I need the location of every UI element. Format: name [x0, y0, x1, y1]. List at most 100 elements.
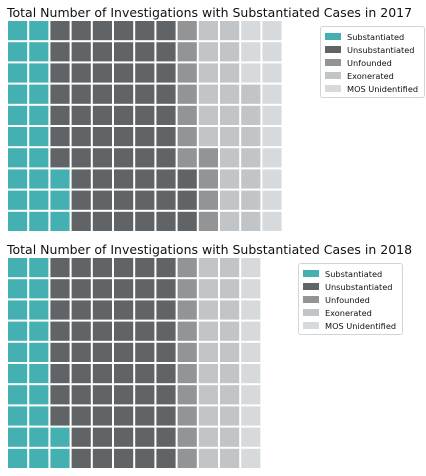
waffle-cell-unsubstantiated: [135, 448, 155, 468]
waffle-cell-mos-unidentified: [262, 190, 282, 210]
legend-swatch: [303, 296, 319, 303]
legend-swatch: [303, 309, 319, 316]
waffle-cell-substantiated: [8, 42, 28, 62]
waffle-cell-exonerated: [220, 406, 240, 426]
waffle-cell-unfounded: [177, 21, 197, 41]
waffle-cell-exonerated: [198, 364, 218, 384]
waffle-cell-unsubstantiated: [92, 211, 112, 231]
waffle-cell-unsubstantiated: [135, 105, 155, 125]
waffle-cell-unsubstantiated: [71, 148, 91, 168]
legend-swatch: [303, 270, 319, 277]
legend-label: Substantiated: [325, 268, 383, 279]
waffle-cell-unsubstantiated: [135, 406, 155, 426]
waffle-cell-unsubstantiated: [114, 427, 134, 447]
waffle-cell-substantiated: [29, 448, 49, 468]
waffle-cell-substantiated: [29, 127, 49, 147]
legend-label: Unfounded: [347, 57, 392, 68]
waffle-cell-unsubstantiated: [156, 427, 176, 447]
legend-item: MOS Unidentified: [325, 82, 418, 95]
waffle-cell-unfounded: [198, 169, 218, 189]
waffle-cell-unsubstantiated: [50, 364, 70, 384]
waffle-cell-unsubstantiated: [71, 385, 91, 405]
waffle-cell-exonerated: [241, 211, 261, 231]
waffle-cell-unsubstantiated: [177, 190, 197, 210]
waffle-cell-mos-unidentified: [241, 321, 261, 341]
waffle-cell-unfounded: [177, 105, 197, 125]
legend-item: Unsubstantiated: [303, 280, 396, 293]
waffle-cell-unsubstantiated: [92, 258, 112, 278]
legend-item: Substantiated: [303, 267, 396, 280]
waffle-cell-unsubstantiated: [156, 105, 176, 125]
waffle-cell-unsubstantiated: [92, 21, 112, 41]
waffle-cell-unsubstantiated: [114, 364, 134, 384]
waffle-cell-substantiated: [8, 427, 28, 447]
waffle-cell-mos-unidentified: [262, 21, 282, 41]
waffle-cell-substantiated: [8, 105, 28, 125]
waffle-cell-unsubstantiated: [114, 279, 134, 299]
waffle-cell-exonerated: [241, 190, 261, 210]
waffle-cell-substantiated: [29, 258, 49, 278]
waffle-cell-unsubstantiated: [114, 300, 134, 320]
waffle-cell-exonerated: [241, 105, 261, 125]
waffle-cell-substantiated: [8, 148, 28, 168]
waffle-cell-unsubstantiated: [156, 190, 176, 210]
waffle-cell-unsubstantiated: [92, 300, 112, 320]
waffle-cell-unfounded: [177, 342, 197, 362]
waffle-cell-mos-unidentified: [241, 364, 261, 384]
waffle-cell-unsubstantiated: [50, 321, 70, 341]
waffle-cell-exonerated: [220, 42, 240, 62]
waffle-cell-exonerated: [198, 427, 218, 447]
waffle-cell-unsubstantiated: [92, 364, 112, 384]
waffle-cell-exonerated: [198, 300, 218, 320]
waffle-cell-mos-unidentified: [241, 406, 261, 426]
waffle-cell-unsubstantiated: [156, 42, 176, 62]
waffle-cell-unsubstantiated: [71, 127, 91, 147]
waffle-cell-unsubstantiated: [135, 169, 155, 189]
waffle-cell-unsubstantiated: [71, 448, 91, 468]
legend-2018: Substantiated Unsubstantiated Unfounded …: [298, 263, 404, 335]
legend-label: Unsubstantiated: [347, 44, 415, 55]
waffle-cell-mos-unidentified: [262, 211, 282, 231]
waffle-cell-unfounded: [177, 148, 197, 168]
waffle-cell-unsubstantiated: [71, 84, 91, 104]
waffle-cell-unsubstantiated: [177, 169, 197, 189]
waffle-cell-unsubstantiated: [156, 258, 176, 278]
waffle-cell-unsubstantiated: [135, 21, 155, 41]
waffle-cell-substantiated: [29, 169, 49, 189]
waffle-cell-substantiated: [8, 169, 28, 189]
legend-2017: Substantiated Unsubstantiated Unfounded …: [320, 26, 426, 98]
waffle-cell-substantiated: [29, 105, 49, 125]
waffle-cell-exonerated: [220, 385, 240, 405]
waffle-cell-unsubstantiated: [50, 148, 70, 168]
waffle-cell-unsubstantiated: [92, 169, 112, 189]
waffle-cell-unsubstantiated: [92, 406, 112, 426]
waffle-cell-unsubstantiated: [156, 148, 176, 168]
waffle-cell-unsubstantiated: [71, 169, 91, 189]
waffle-cell-substantiated: [29, 211, 49, 231]
waffle-cell-unsubstantiated: [92, 448, 112, 468]
waffle-cell-unsubstantiated: [114, 148, 134, 168]
waffle-cell-unsubstantiated: [114, 385, 134, 405]
waffle-cell-unsubstantiated: [114, 406, 134, 426]
waffle-cell-unsubstantiated: [156, 211, 176, 231]
waffle-cell-substantiated: [8, 385, 28, 405]
waffle-cell-mos-unidentified: [241, 427, 261, 447]
waffle-cell-exonerated: [220, 300, 240, 320]
waffle-cell-substantiated: [50, 448, 70, 468]
waffle-cell-exonerated: [241, 148, 261, 168]
waffle-cell-unfounded: [177, 427, 197, 447]
waffle-cell-substantiated: [29, 84, 49, 104]
legend-label: MOS Unidentified: [347, 83, 419, 94]
legend-item: Unsubstantiated: [325, 43, 418, 56]
legend-item: Substantiated: [325, 30, 418, 43]
waffle-cell-substantiated: [8, 406, 28, 426]
waffle-cell-unsubstantiated: [114, 342, 134, 362]
waffle-cell-exonerated: [198, 105, 218, 125]
waffle-cell-mos-unidentified: [262, 148, 282, 168]
waffle-cell-substantiated: [8, 258, 28, 278]
waffle-cell-exonerated: [220, 190, 240, 210]
waffle-cell-unsubstantiated: [114, 211, 134, 231]
waffle-cell-exonerated: [220, 63, 240, 83]
waffle-cell-unsubstantiated: [114, 21, 134, 41]
waffle-cell-exonerated: [198, 448, 218, 468]
